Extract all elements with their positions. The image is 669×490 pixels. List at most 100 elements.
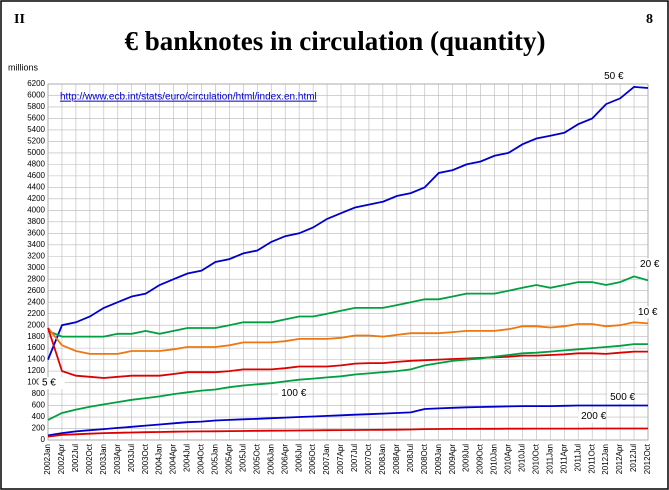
y-tick-label: 4000	[27, 205, 45, 214]
x-tick-label: 2010Apr	[504, 444, 513, 475]
x-tick-label: 2012Jul	[629, 444, 638, 472]
x-tick-label: 2005Jan	[211, 444, 220, 475]
y-tick-label: 5400	[27, 125, 45, 134]
series-line	[47, 327, 648, 379]
x-tick-label: 2004Jan	[155, 444, 164, 475]
x-tick-label: 2011Apr	[559, 444, 568, 474]
y-tick-label: 400	[32, 412, 46, 421]
series-label: 50 €	[604, 71, 624, 82]
x-tick-label: 2007Jul	[350, 444, 359, 472]
y-tick-label: 2600	[27, 286, 45, 295]
y-tick-label: 1000	[27, 378, 45, 387]
chart-title: € banknotes in circulation (quantity)	[124, 26, 545, 56]
series-label-bg	[278, 387, 305, 400]
page-section: II	[14, 12, 25, 27]
series-label-bg	[38, 377, 65, 390]
series-label: 200 €	[581, 411, 606, 422]
series-label-bg	[578, 410, 605, 423]
x-tick-label: 2009Oct	[476, 443, 485, 474]
x-tick-label: 2002Oct	[85, 443, 94, 474]
x-tick-label: 2008Apr	[392, 444, 401, 475]
x-tick-label: 2002Jan	[43, 444, 52, 475]
x-tick-label: 2011Jul	[573, 444, 582, 472]
page-number: 8	[646, 12, 653, 27]
x-tick-label: 2005Jul	[238, 444, 247, 472]
y-tick-label: 5200	[27, 137, 45, 146]
y-tick-label: 3200	[27, 251, 45, 260]
series-line	[47, 85, 649, 360]
y-tick-label: 3800	[27, 217, 45, 226]
x-tick-label: 2011Oct	[587, 443, 596, 473]
y-axis-label: millions	[8, 62, 39, 72]
y-tick-label: 2200	[27, 309, 45, 318]
x-tick-label: 2010Jan	[490, 444, 499, 475]
y-tick-label: 4600	[27, 171, 45, 180]
y-tick-label: 600	[32, 401, 46, 410]
y-tick-label: 3000	[27, 263, 45, 272]
x-tick-label: 2003Jul	[127, 444, 136, 472]
x-tick-label: 2007Jan	[322, 444, 331, 475]
series-line	[47, 404, 648, 437]
y-tick-label: 5000	[27, 148, 45, 157]
series-label: 5 €	[42, 378, 56, 389]
series-line	[47, 275, 649, 338]
x-tick-label: 2005Apr	[225, 444, 234, 475]
x-tick-label: 2012Jan	[601, 444, 610, 475]
series-line	[47, 321, 649, 355]
y-tick-label: 1600	[27, 343, 45, 352]
x-tick-label: 2006Apr	[280, 444, 289, 475]
y-tick-label: 1400	[27, 355, 45, 364]
x-tick-label: 2006Jul	[294, 444, 303, 472]
series-label-bg	[607, 391, 634, 404]
x-tick-label: 2011Jan	[545, 444, 554, 474]
y-tick-label: 4800	[27, 159, 45, 168]
x-tick-label: 2002Jul	[71, 444, 80, 472]
series-label: 10 €	[638, 307, 658, 318]
y-tick-label: 3600	[27, 228, 45, 237]
x-tick-label: 2007Oct	[364, 443, 373, 474]
series-label: 100 €	[281, 388, 306, 399]
plot-area	[47, 83, 649, 441]
y-tick-label: 4400	[27, 182, 45, 191]
x-tick-label: 2003Jan	[99, 444, 108, 475]
series-label-bg	[635, 306, 662, 319]
y-tick-label: 2400	[27, 297, 45, 306]
y-tick-label: 4200	[27, 194, 45, 203]
series-label-bg	[601, 70, 628, 83]
series-line	[47, 427, 648, 438]
y-tick-label: 1200	[27, 366, 45, 375]
source-url: http://www.ecb.int/stats/euro/circulatio…	[60, 92, 317, 103]
x-tick-label: 2010Oct	[531, 443, 540, 474]
x-tick-label: 2012Oct	[643, 443, 652, 474]
y-tick-label: 5600	[27, 114, 45, 123]
x-tick-label: 2007Apr	[336, 444, 345, 475]
y-tick-label: 0	[41, 435, 46, 444]
y-tick-label: 2000	[27, 320, 45, 329]
x-tick-label: 2009Apr	[448, 444, 457, 475]
x-tick-label: 2012Apr	[615, 444, 624, 475]
series-label: 20 €	[640, 259, 660, 270]
x-tick-label: 2004Jul	[183, 444, 192, 472]
y-tick-label: 6000	[27, 91, 45, 100]
x-tick-label: 2002Apr	[57, 444, 66, 475]
y-tick-label: 5800	[27, 102, 45, 111]
x-tick-label: 2004Oct	[197, 443, 206, 474]
x-tick-label: 2008Oct	[420, 443, 429, 474]
x-tick-label: 2009Jul	[462, 444, 471, 472]
x-tick-label: 2005Oct	[252, 443, 261, 474]
series-line	[47, 343, 648, 421]
y-tick-label: 200	[32, 424, 46, 433]
x-tick-label: 2006Oct	[308, 443, 317, 474]
x-tick-label: 2010Jul	[518, 444, 527, 472]
series-label-bg	[637, 258, 664, 271]
y-tick-label: 1800	[27, 332, 45, 341]
y-tick-label: 2800	[27, 274, 45, 283]
x-tick-label: 2008Jul	[406, 444, 415, 472]
x-tick-label: 2003Oct	[141, 443, 150, 474]
x-tick-label: 2003Apr	[113, 444, 122, 475]
y-tick-label: 6200	[27, 79, 45, 88]
y-tick-label: 3400	[27, 240, 45, 249]
x-tick-label: 2004Apr	[169, 444, 178, 475]
series-label: 500 €	[610, 392, 635, 403]
